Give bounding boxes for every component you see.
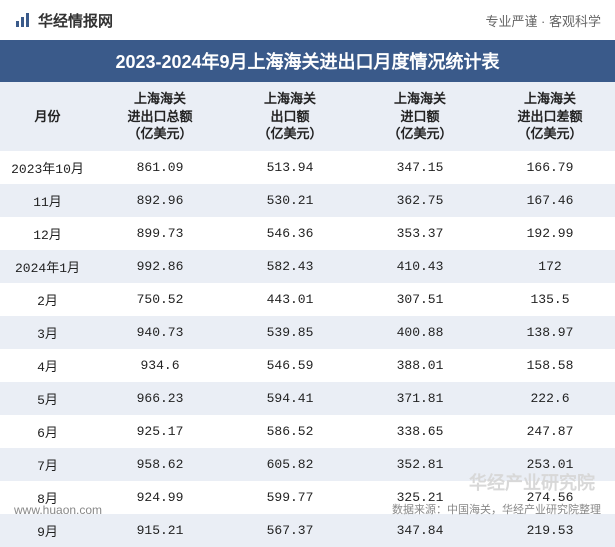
- cell-import: 347.84: [355, 514, 485, 547]
- cell-export: 605.82: [225, 448, 355, 481]
- cell-month: 12月: [0, 217, 95, 250]
- cell-export: 599.77: [225, 481, 355, 514]
- cell-month: 9月: [0, 514, 95, 547]
- table-row: 4月934.6546.59388.01158.58: [0, 349, 615, 382]
- cell-total: 750.52: [95, 283, 225, 316]
- cell-import: 410.43: [355, 250, 485, 283]
- table-row: 9月915.21567.37347.84219.53: [0, 514, 615, 547]
- cell-export: 443.01: [225, 283, 355, 316]
- table-row: 2023年10月861.09513.94347.15166.79: [0, 151, 615, 184]
- cell-balance: 138.97: [485, 316, 615, 349]
- cell-total: 934.6: [95, 349, 225, 382]
- table-row: 2月750.52443.01307.51135.5: [0, 283, 615, 316]
- cell-import: 371.81: [355, 382, 485, 415]
- cell-import: 353.37: [355, 217, 485, 250]
- cell-month: 7月: [0, 448, 95, 481]
- cell-total: 966.23: [95, 382, 225, 415]
- table-title: 2023-2024年9月上海海关进出口月度情况统计表: [0, 40, 615, 82]
- page-header: 华经情报网 专业严谨 · 客观科学: [0, 0, 615, 40]
- table-row: 5月966.23594.41371.81222.6: [0, 382, 615, 415]
- cell-export: 594.41: [225, 382, 355, 415]
- cell-total: 892.96: [95, 184, 225, 217]
- table-row: 2024年1月992.86582.43410.43172: [0, 250, 615, 283]
- source-url: www.huaon.com: [14, 503, 102, 517]
- cell-month: 11月: [0, 184, 95, 217]
- cell-month: 4月: [0, 349, 95, 382]
- table-row: 11月892.96530.21362.75167.46: [0, 184, 615, 217]
- header-left: 华经情报网: [14, 10, 113, 31]
- cell-balance: 222.6: [485, 382, 615, 415]
- table-row: 3月940.73539.85400.88138.97: [0, 316, 615, 349]
- cell-total: 925.17: [95, 415, 225, 448]
- col-header-total: 上海海关 进出口总额 （亿美元）: [95, 82, 225, 151]
- cell-total: 915.21: [95, 514, 225, 547]
- header-tagline: 专业严谨 · 客观科学: [485, 11, 601, 30]
- table-row: 7月958.62605.82352.81253.01: [0, 448, 615, 481]
- table-header-row: 月份 上海海关 进出口总额 （亿美元） 上海海关 出口额 （亿美元） 上海海关 …: [0, 82, 615, 151]
- cell-month: 5月: [0, 382, 95, 415]
- cell-total: 940.73: [95, 316, 225, 349]
- cell-total: 924.99: [95, 481, 225, 514]
- cell-export: 586.52: [225, 415, 355, 448]
- cell-total: 958.62: [95, 448, 225, 481]
- cell-export: 539.85: [225, 316, 355, 349]
- cell-import: 400.88: [355, 316, 485, 349]
- cell-balance: 167.46: [485, 184, 615, 217]
- data-table: 月份 上海海关 进出口总额 （亿美元） 上海海关 出口额 （亿美元） 上海海关 …: [0, 82, 615, 547]
- cell-balance: 172: [485, 250, 615, 283]
- table-body: 2023年10月861.09513.94347.15166.7911月892.9…: [0, 151, 615, 547]
- cell-balance: 219.53: [485, 514, 615, 547]
- cell-total: 992.86: [95, 250, 225, 283]
- col-header-import: 上海海关 进口额 （亿美元）: [355, 82, 485, 151]
- cell-balance: 253.01: [485, 448, 615, 481]
- cell-import: 362.75: [355, 184, 485, 217]
- cell-month: 2023年10月: [0, 151, 95, 184]
- cell-total: 899.73: [95, 217, 225, 250]
- cell-import: 338.65: [355, 415, 485, 448]
- table-row: 12月899.73546.36353.37192.99: [0, 217, 615, 250]
- table-row: 6月925.17586.52338.65247.87: [0, 415, 615, 448]
- site-name: 华经情报网: [38, 10, 113, 31]
- col-header-month: 月份: [0, 82, 95, 151]
- col-header-balance: 上海海关 进出口差额 （亿美元）: [485, 82, 615, 151]
- cell-export: 546.36: [225, 217, 355, 250]
- cell-balance: 247.87: [485, 415, 615, 448]
- cell-month: 2月: [0, 283, 95, 316]
- cell-total: 861.09: [95, 151, 225, 184]
- col-header-export: 上海海关 出口额 （亿美元）: [225, 82, 355, 151]
- cell-export: 567.37: [225, 514, 355, 547]
- data-source: 数据来源：中国海关，华经产业研究院整理: [392, 501, 601, 517]
- cell-balance: 158.58: [485, 349, 615, 382]
- cell-month: 6月: [0, 415, 95, 448]
- cell-import: 347.15: [355, 151, 485, 184]
- cell-export: 582.43: [225, 250, 355, 283]
- cell-import: 307.51: [355, 283, 485, 316]
- cell-balance: 135.5: [485, 283, 615, 316]
- cell-month: 2024年1月: [0, 250, 95, 283]
- logo-icon: [14, 11, 32, 29]
- cell-balance: 166.79: [485, 151, 615, 184]
- cell-balance: 192.99: [485, 217, 615, 250]
- cell-import: 388.01: [355, 349, 485, 382]
- cell-export: 530.21: [225, 184, 355, 217]
- cell-month: 3月: [0, 316, 95, 349]
- cell-export: 546.59: [225, 349, 355, 382]
- cell-import: 352.81: [355, 448, 485, 481]
- cell-export: 513.94: [225, 151, 355, 184]
- data-table-container: 月份 上海海关 进出口总额 （亿美元） 上海海关 出口额 （亿美元） 上海海关 …: [0, 82, 615, 547]
